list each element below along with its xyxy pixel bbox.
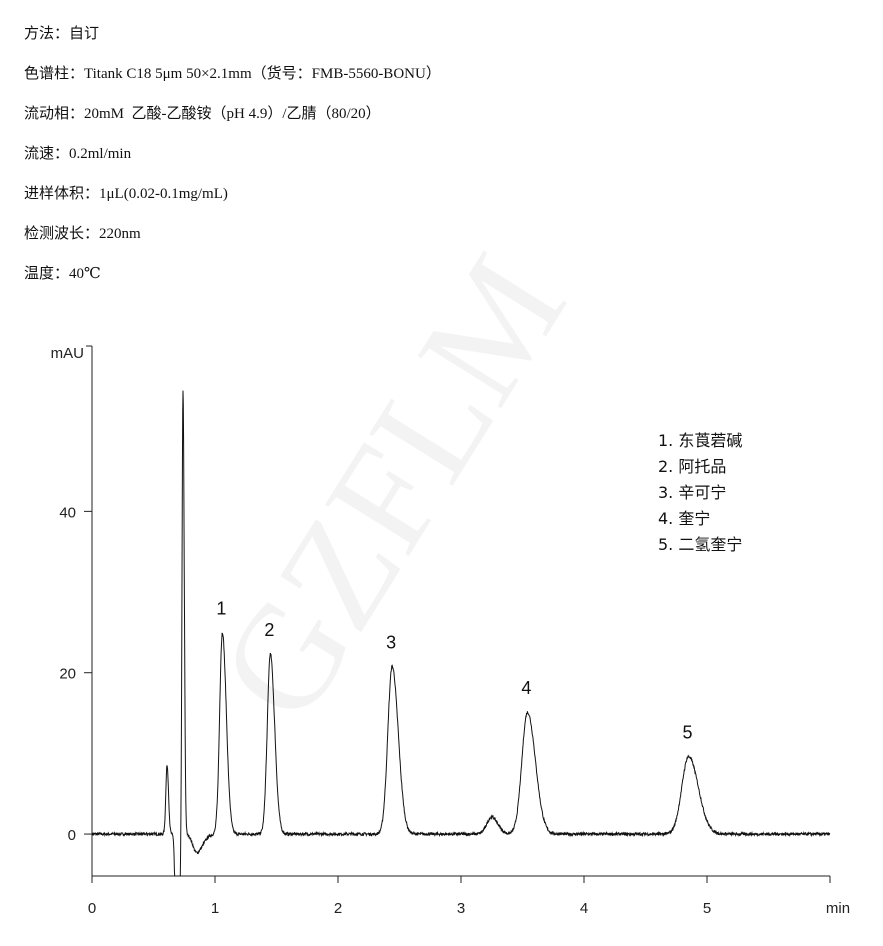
peak-label-4: 4	[521, 678, 531, 698]
x-tick-label: 1	[211, 900, 219, 917]
x-tick-label: 4	[580, 900, 588, 917]
legend-item-5: 5. 二氢奎宁	[658, 535, 742, 554]
x-tick-label: 5	[703, 900, 711, 917]
condition-method: 方法：自订	[24, 26, 100, 42]
peak-label-3: 3	[386, 632, 396, 652]
chromatogram-trace	[92, 390, 831, 877]
x-tick-label: 3	[457, 900, 465, 917]
legend-item-3: 3. 辛可宁	[658, 483, 726, 502]
x-tick-label: 2	[334, 900, 342, 917]
y-tick-label: 40	[59, 504, 76, 521]
peak-labels: 1 2 3 4 5	[216, 598, 692, 742]
legend: 1. 东莨菪碱 2. 阿托品 3. 辛可宁 4. 奎宁 5. 二氢奎宁	[658, 431, 742, 554]
condition-injection-volume: 进样体积：1μL(0.02-0.1mg/mL)	[24, 186, 228, 202]
condition-wavelength: 检测波长：220nm	[24, 226, 141, 242]
y-tick-label: 20	[59, 666, 76, 683]
y-axis-label: mAU	[51, 345, 84, 362]
x-tick-label: 0	[88, 900, 96, 917]
legend-item-4: 4. 奎宁	[658, 509, 710, 528]
watermark: GZFLM	[187, 228, 597, 747]
axes: 0 1 2 3 4 5 min 0 20 40 mAU	[51, 345, 850, 917]
condition-column: 色谱柱：Titank C18 5μm 50×2.1mm（货号：FMB-5560-…	[24, 66, 441, 82]
peak-label-5: 5	[683, 723, 693, 743]
peak-label-2: 2	[264, 620, 274, 640]
y-tick-label: 0	[68, 827, 76, 844]
condition-temperature: 温度：40℃	[24, 266, 101, 282]
condition-flow-rate: 流速：0.2ml/min	[24, 146, 132, 162]
legend-item-1: 1. 东莨菪碱	[658, 431, 742, 450]
legend-item-2: 2. 阿托品	[658, 457, 726, 476]
condition-mobile-phase: 流动相：20mM 乙酸-乙酸铵（pH 4.9）/乙腈（80/20）	[24, 106, 381, 122]
x-axis-label: min	[826, 900, 850, 917]
peak-label-1: 1	[216, 598, 226, 618]
